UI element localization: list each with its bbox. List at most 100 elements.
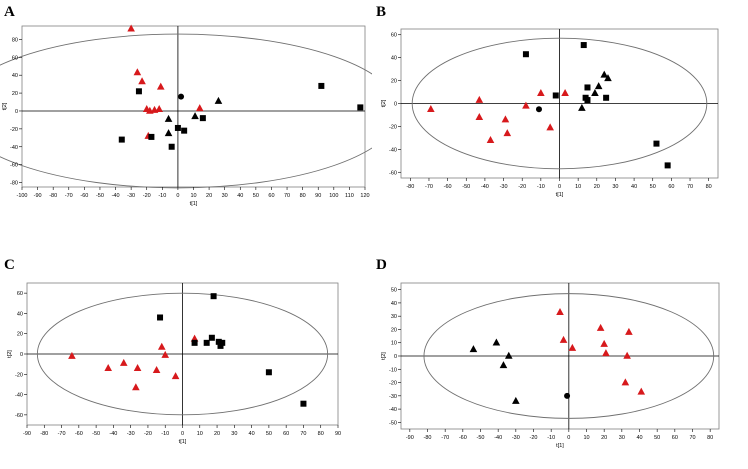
- y-tick-label: -60: [15, 413, 23, 419]
- x-tick-label: -60: [75, 431, 83, 437]
- data-point-square: [168, 143, 175, 150]
- y-tick-label: 0: [20, 352, 23, 358]
- y-tick-label: 60: [391, 33, 397, 39]
- data-point-square: [582, 94, 589, 101]
- x-tick-label: 30: [222, 193, 228, 199]
- x-tick-label: 60: [672, 435, 678, 441]
- data-point-triangle: [155, 104, 163, 112]
- data-point-triangle: [191, 112, 199, 120]
- x-tick-label: -80: [424, 435, 432, 441]
- x-tick-label: -30: [500, 184, 508, 190]
- data-point-triangle: [171, 372, 180, 380]
- data-point-square: [148, 133, 155, 140]
- data-point-square: [522, 51, 529, 58]
- x-tick-label: 50: [253, 193, 259, 199]
- confidence-ellipse: [411, 37, 708, 170]
- x-tick-label: -90: [23, 431, 31, 437]
- y-tick-label: 60: [12, 55, 18, 61]
- y-tick-label: -40: [10, 145, 18, 151]
- data-point-triangle: [568, 343, 577, 351]
- x-tick-label: 90: [315, 193, 321, 199]
- data-point-square: [664, 162, 671, 169]
- x-tick-label: 40: [636, 435, 642, 441]
- y-axis-label: t[2]: [2, 102, 8, 110]
- y-tick-label: -20: [10, 127, 18, 133]
- y-axis-label: t[2]: [381, 99, 387, 107]
- x-tick-label: 0: [558, 184, 561, 190]
- y-tick-label: -50: [389, 420, 397, 426]
- x-tick-label: -70: [58, 431, 66, 437]
- x-tick-label: 60: [668, 184, 674, 190]
- y-tick-label: -20: [389, 381, 397, 387]
- y-tick-label: -40: [15, 393, 23, 399]
- data-point-triangle: [152, 366, 161, 374]
- x-tick-label: -40: [494, 435, 502, 441]
- y-tick-label: -20: [389, 124, 397, 130]
- data-point-triangle: [133, 364, 142, 371]
- y-tick-label: 0: [15, 109, 18, 115]
- data-point-triangle: [195, 104, 204, 112]
- data-point-triangle: [475, 95, 484, 103]
- data-point-triangle: [561, 88, 569, 96]
- y-tick-label: -10: [389, 367, 397, 373]
- x-tick-label: -60: [80, 193, 88, 199]
- y-tick-label: -80: [10, 181, 18, 187]
- x-tick-label: -50: [96, 193, 104, 199]
- data-point-square: [300, 400, 307, 407]
- panel-label-d: D: [376, 257, 387, 273]
- score-plot-d: -90 -80 -70 -60 -50 -40 -30 -20 -10 0 10 20 30 40 50 60…: [381, 282, 720, 449]
- x-tick-label: -30: [127, 193, 135, 199]
- data-point-circle: [178, 93, 185, 100]
- x-tick-label: -10: [547, 435, 555, 441]
- data-point-triangle: [164, 114, 173, 122]
- y-tick-label: -40: [389, 407, 397, 413]
- x-tick-label: -30: [127, 431, 135, 437]
- x-tick-label: 80: [706, 184, 712, 190]
- data-point-square: [219, 339, 226, 346]
- x-tick-label: 40: [249, 431, 255, 437]
- y-tick-label: -40: [389, 147, 397, 153]
- data-point-triangle: [161, 350, 170, 358]
- y-tick-label: 30: [391, 314, 397, 320]
- x-tick-label: -70: [65, 193, 73, 199]
- data-point-square: [580, 42, 587, 49]
- score-plot-c: -90 -80 -70 -60 -50 -40 -30 -20 -10 0 10 20 30 40 50 60…: [7, 282, 341, 445]
- data-point-square: [653, 140, 660, 147]
- data-point-triangle: [486, 135, 495, 143]
- x-tick-label: 20: [594, 184, 600, 190]
- data-point-triangle: [623, 351, 631, 359]
- data-point-triangle: [559, 335, 568, 343]
- data-point-triangle: [138, 77, 146, 85]
- x-tick-label: 70: [689, 435, 695, 441]
- data-point-triangle: [156, 82, 165, 90]
- y-tick-label: 50: [391, 288, 397, 294]
- x-tick-label: 10: [575, 184, 581, 190]
- x-tick-label: 30: [619, 435, 625, 441]
- x-tick-label: -50: [477, 435, 485, 441]
- y-tick-label: 20: [391, 327, 397, 333]
- x-tick-label: -80: [40, 431, 48, 437]
- y-tick-label: 10: [391, 341, 397, 347]
- data-point-triangle: [537, 88, 545, 96]
- x-tick-label: 50: [266, 431, 272, 437]
- y-tick-label: -60: [389, 170, 397, 176]
- y-tick-label: 40: [391, 301, 397, 307]
- y-tick-label: 0: [394, 102, 397, 108]
- panel-label-a: A: [4, 4, 15, 20]
- score-plot-b: -80 -70 -60 -50 -40 -30 -20 -10 0 10 20 30 40 50 60 70 8…: [381, 28, 719, 198]
- data-point-triangle: [596, 323, 605, 331]
- x-tick-label: -70: [425, 184, 433, 190]
- data-point-square: [265, 369, 272, 376]
- data-point-triangle: [546, 123, 554, 131]
- x-tick-label: -40: [109, 431, 117, 437]
- x-tick-label: -10: [158, 193, 166, 199]
- x-tick-label: 20: [214, 431, 220, 437]
- data-point-triangle: [591, 88, 599, 96]
- data-point-triangle: [119, 358, 128, 366]
- data-point-circle: [564, 392, 571, 399]
- x-tick-label: -80: [406, 184, 414, 190]
- data-point-square: [174, 124, 181, 131]
- x-tick-label: 120: [360, 193, 369, 199]
- data-point-triangle: [602, 349, 610, 357]
- x-axis-label: t[1]: [556, 443, 564, 449]
